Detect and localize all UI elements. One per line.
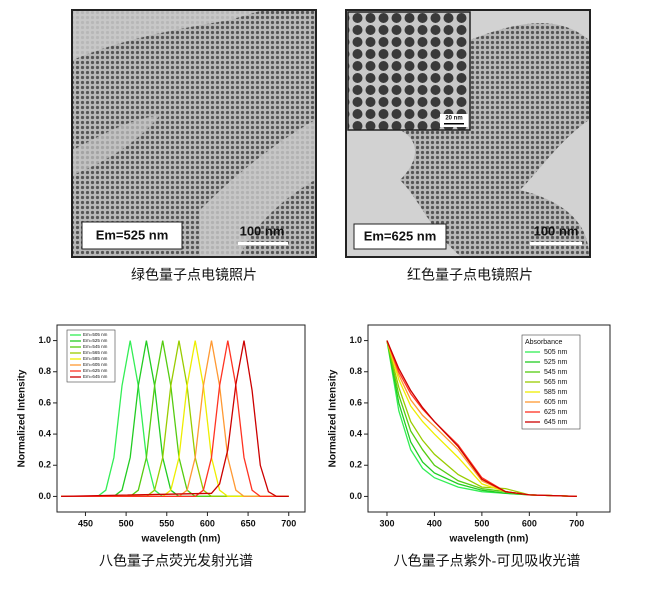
series-line xyxy=(61,340,289,498)
legend-label: Em=625 nm xyxy=(83,368,108,373)
inset-scale-bar-label: 20 nm xyxy=(445,116,462,122)
x-tick-label: 700 xyxy=(281,518,296,528)
series-line xyxy=(61,340,289,498)
tem-image-red: 20 nm Em=625 nm 100 nm xyxy=(345,9,591,258)
x-tick-label: 550 xyxy=(159,518,174,528)
y-tick-label: 0.4 xyxy=(38,428,51,438)
series-line xyxy=(61,340,289,498)
legend-label: Em=605 nm xyxy=(83,362,108,367)
image-label: Em=625 nm xyxy=(364,228,437,243)
x-tick-label: 700 xyxy=(569,518,584,528)
legend-label: Em=565 nm xyxy=(83,350,108,355)
y-tick-label: 0.2 xyxy=(349,460,362,470)
y-tick-label: 1.0 xyxy=(38,335,51,345)
scale-bar xyxy=(238,242,288,245)
series-line xyxy=(61,340,289,498)
legend-label: 625 nm xyxy=(544,409,568,416)
y-tick-label: 0.8 xyxy=(38,366,51,376)
legend-label: 545 nm xyxy=(544,369,568,376)
legend-label: 585 nm xyxy=(544,389,568,396)
caption: 八色量子点荧光发射光谱 xyxy=(99,553,253,569)
scale-bar-label: 100 nm xyxy=(534,223,579,238)
plot-frame xyxy=(367,324,611,513)
x-tick-label: 500 xyxy=(119,518,134,528)
legend-label: Em=505 nm xyxy=(83,332,108,337)
scale-bar xyxy=(530,242,582,245)
x-tick-label: 600 xyxy=(200,518,215,528)
series-line xyxy=(386,340,577,498)
y-tick-label: 0.8 xyxy=(349,366,362,376)
image-label: Em=525 nm xyxy=(96,227,169,242)
legend-label: 525 nm xyxy=(544,359,568,366)
legend-label: 505 nm xyxy=(544,349,568,356)
series-line xyxy=(61,340,289,498)
x-axis-label: wavelength (nm) xyxy=(141,534,221,545)
legend-title: Absorbance xyxy=(525,339,562,346)
legend-label: 645 nm xyxy=(544,419,568,426)
y-axis-label: Normalized Intensity xyxy=(17,369,28,467)
legend-box xyxy=(66,329,116,383)
legend-label: 565 nm xyxy=(544,379,568,386)
caption: 绿色量子点电镜照片 xyxy=(131,267,257,283)
y-tick-label: 0.4 xyxy=(349,428,362,438)
y-axis-label: Normalized Intensity xyxy=(328,369,339,467)
x-tick-label: 450 xyxy=(78,518,93,528)
series-line xyxy=(61,340,289,498)
legend-label: Em=525 nm xyxy=(83,338,108,343)
scale-bar-label: 100 nm xyxy=(240,223,285,238)
x-tick-label: 650 xyxy=(241,518,256,528)
legend-label: Em=585 nm xyxy=(83,356,108,361)
series-line xyxy=(386,340,577,498)
x-tick-label: 500 xyxy=(474,518,489,528)
y-tick-label: 0.6 xyxy=(38,397,51,407)
x-tick-label: 400 xyxy=(427,518,442,528)
series-line xyxy=(61,340,289,498)
y-tick-label: 1.0 xyxy=(349,335,362,345)
y-tick-label: 0.0 xyxy=(349,491,362,501)
x-tick-label: 600 xyxy=(522,518,537,528)
series-line xyxy=(61,340,289,498)
caption: 红色量子点电镜照片 xyxy=(407,267,533,283)
y-tick-label: 0.2 xyxy=(38,460,51,470)
y-tick-label: 0.0 xyxy=(38,491,51,501)
y-tick-label: 0.6 xyxy=(349,397,362,407)
tem-image-green: Em=525 nm 100 nm xyxy=(71,9,317,258)
legend-label: Em=545 nm xyxy=(83,344,108,349)
plot-frame xyxy=(56,324,306,513)
legend-label: 605 nm xyxy=(544,399,568,406)
series-line xyxy=(386,340,577,498)
x-axis-label: wavelength (nm) xyxy=(449,534,529,545)
caption: 八色量子点紫外-可见吸收光谱 xyxy=(394,553,581,569)
x-tick-label: 300 xyxy=(379,518,394,528)
legend-label: Em=645 nm xyxy=(83,374,108,379)
